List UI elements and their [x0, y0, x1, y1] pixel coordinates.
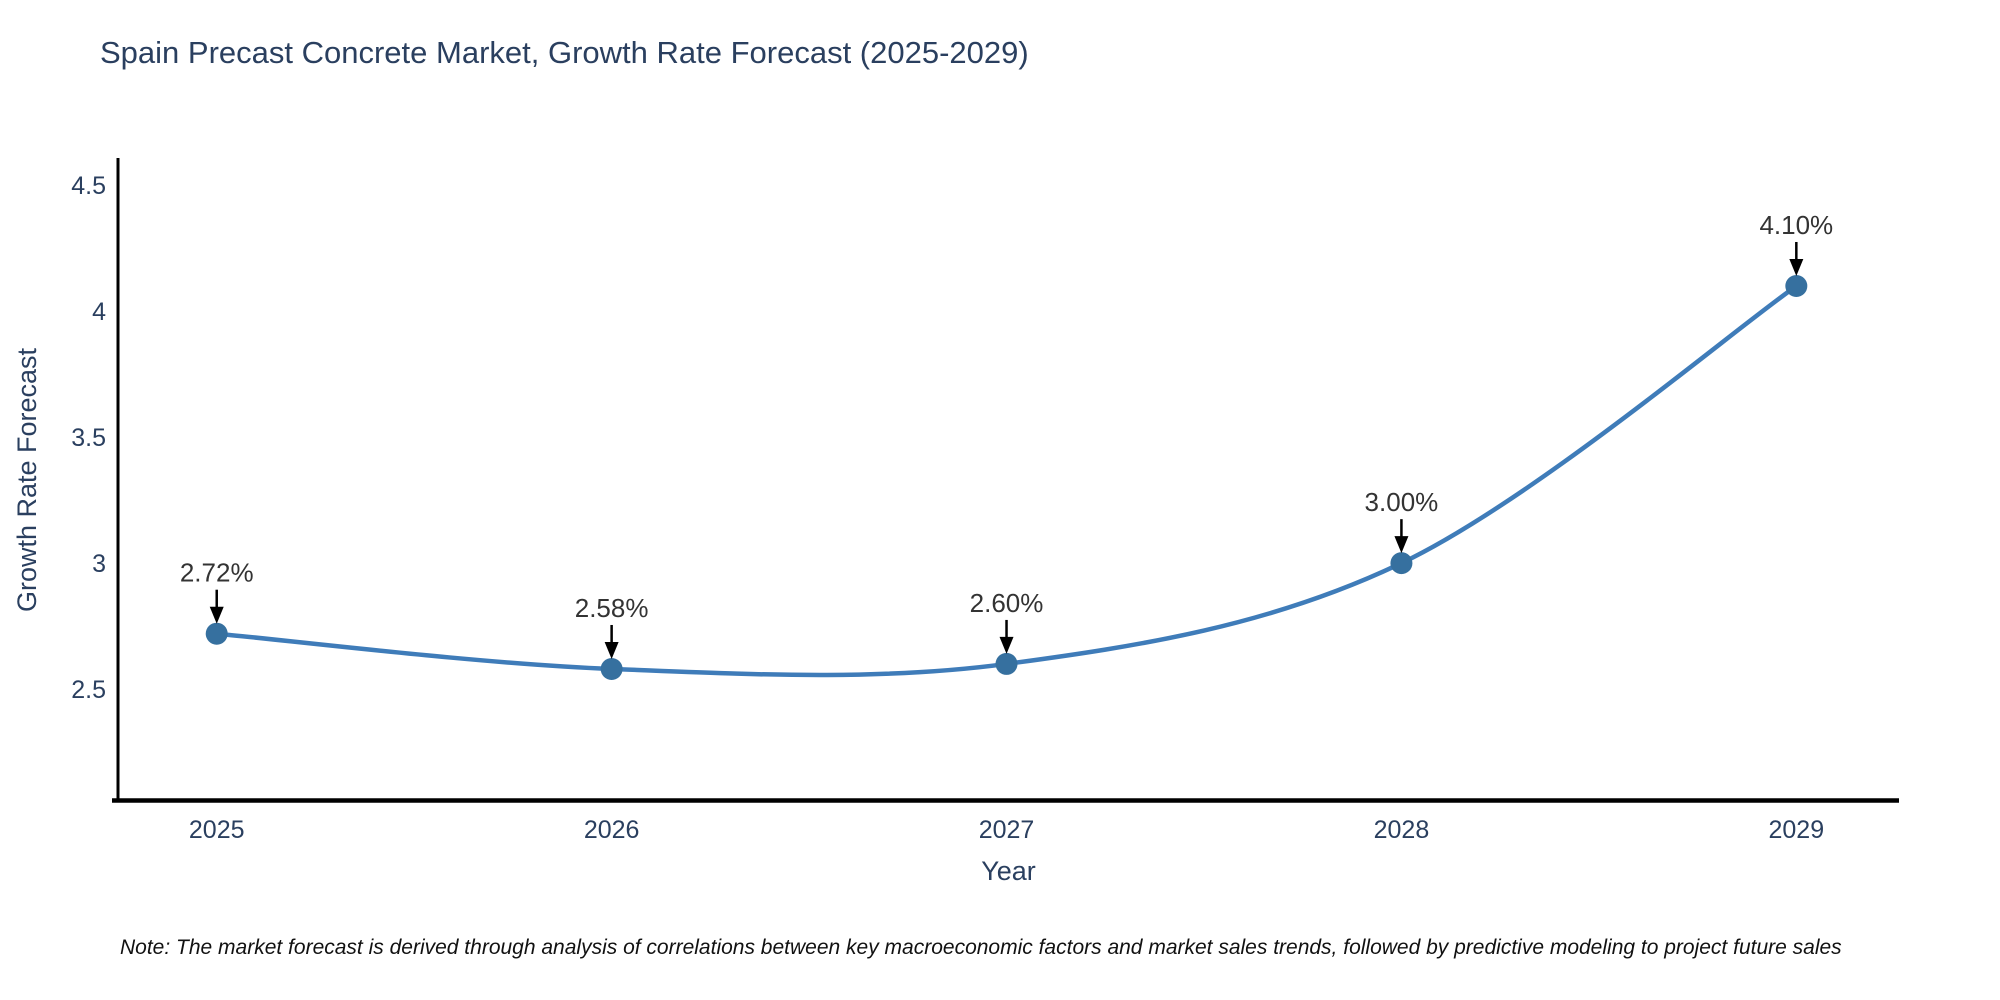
y-tick-label: 3: [92, 550, 106, 578]
data-point-marker: [1390, 552, 1413, 575]
annotation-arrowhead-icon: [209, 606, 224, 624]
data-point-marker: [995, 652, 1018, 675]
data-point-label: 2.60%: [970, 588, 1044, 618]
chart-title: Spain Precast Concrete Market, Growth Ra…: [100, 35, 1029, 70]
data-point-label: 3.00%: [1365, 487, 1439, 517]
data-point-label: 2.72%: [180, 558, 254, 588]
annotation-arrowhead-icon: [604, 641, 619, 659]
annotation-arrowhead-icon: [1394, 536, 1409, 554]
data-point-marker: [600, 657, 623, 680]
x-tick-label: 2027: [979, 816, 1035, 844]
data-point-marker: [205, 622, 228, 645]
annotation-arrowhead-icon: [1789, 258, 1804, 276]
footnote: Note: The market forecast is derived thr…: [120, 936, 1842, 959]
x-tick-label: 2025: [189, 816, 245, 844]
forecast-line: [214, 283, 1799, 678]
annotation-arrowhead-icon: [999, 636, 1014, 654]
data-point-marker: [1785, 274, 1808, 297]
x-tick-label: 2026: [584, 816, 640, 844]
y-tick-label: 4.5: [71, 172, 106, 200]
y-tick-label: 3.5: [71, 424, 106, 452]
y-tick-label: 4: [92, 298, 106, 326]
data-point-label: 2.58%: [575, 593, 649, 623]
x-tick-label: 2028: [1374, 816, 1430, 844]
y-tick-label: 2.5: [71, 676, 106, 704]
data-point-label: 4.10%: [1759, 210, 1833, 240]
x-axis-title: Year: [981, 856, 1036, 886]
y-axis-title: Growth Rate Forecast: [12, 347, 42, 612]
x-tick-label: 2029: [1769, 816, 1825, 844]
